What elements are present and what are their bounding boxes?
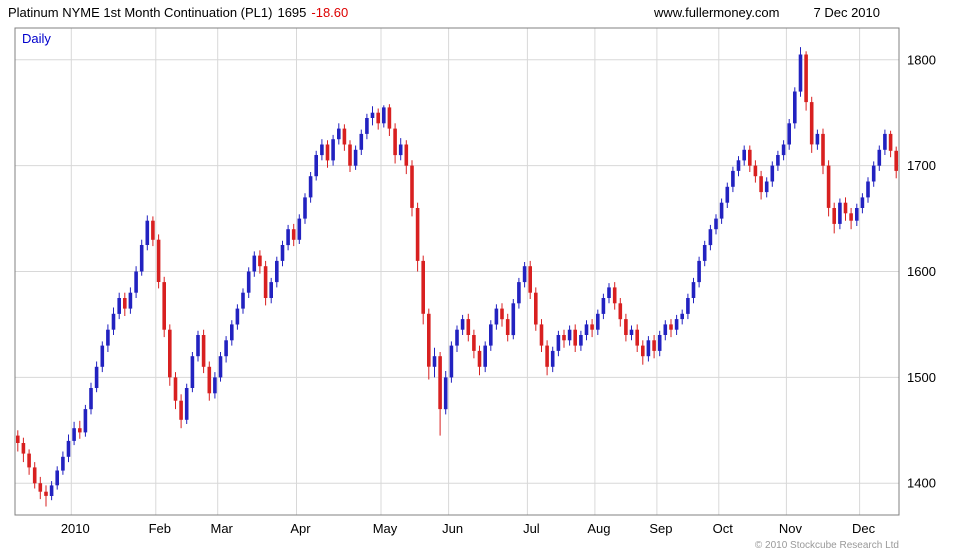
svg-text:Aug: Aug	[587, 521, 610, 536]
copyright-text: © 2010 Stockcube Research Ltd	[754, 540, 899, 551]
svg-text:1700: 1700	[907, 158, 936, 173]
chart-header: Platinum NYME 1st Month Continuation (PL…	[8, 5, 348, 20]
website-text: www.fullermoney.com	[654, 5, 780, 20]
svg-text:Jul: Jul	[523, 521, 540, 536]
svg-text:1600: 1600	[907, 264, 936, 279]
svg-text:Sep: Sep	[649, 521, 672, 536]
svg-text:Oct: Oct	[713, 521, 734, 536]
svg-text:Jun: Jun	[442, 521, 463, 536]
svg-text:May: May	[373, 521, 398, 536]
svg-text:2010: 2010	[61, 521, 90, 536]
date-text: 7 Dec 2010	[813, 5, 881, 20]
svg-text:1500: 1500	[907, 370, 936, 385]
last-price: 1695	[277, 5, 307, 20]
svg-text:1400: 1400	[907, 476, 936, 491]
svg-text:Apr: Apr	[290, 521, 311, 536]
price-change: -18.60	[311, 5, 349, 20]
header-meta: www.fullermoney.com 7 Dec 2010	[654, 5, 880, 20]
svg-text:Nov: Nov	[779, 521, 803, 536]
svg-text:Dec: Dec	[852, 521, 876, 536]
svg-text:Mar: Mar	[211, 521, 234, 536]
timeframe-label: Daily	[22, 31, 51, 46]
instrument-title: Platinum NYME 1st Month Continuation (PL…	[8, 5, 273, 20]
svg-text:1800: 1800	[907, 52, 936, 67]
svg-text:Feb: Feb	[149, 521, 171, 536]
